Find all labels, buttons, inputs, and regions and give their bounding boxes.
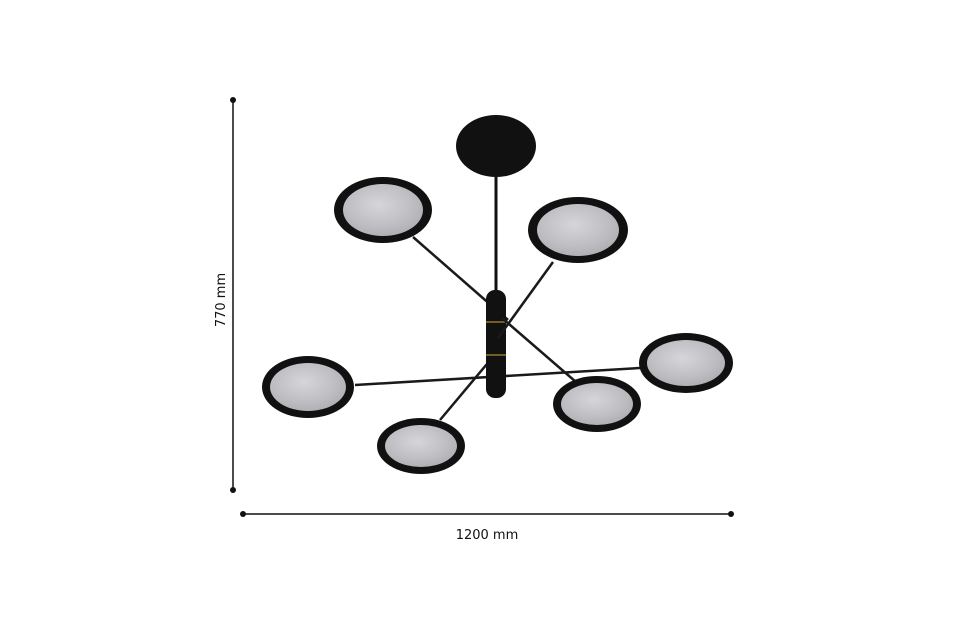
width-label: 1200 mm [456,528,519,543]
light-disc [553,376,641,432]
light-disc [262,356,354,418]
chandelier [262,115,733,474]
width-dimension-endpoint [240,511,246,517]
width-dimension: 1200 mm [240,511,734,543]
ceiling-canopy [456,115,536,177]
light-disc [334,177,432,243]
width-dimension-endpoint [728,511,734,517]
height-dimension-endpoint [230,487,236,493]
height-dimension-endpoint [230,97,236,103]
arm [501,317,577,383]
light-disc [639,333,733,393]
central-body [486,290,506,398]
arm [439,357,493,421]
arm [496,261,555,339]
light-disc [377,418,465,474]
light-disc [528,197,628,263]
height-dimension: 770 mm [214,97,236,493]
height-label: 770 mm [214,273,229,327]
